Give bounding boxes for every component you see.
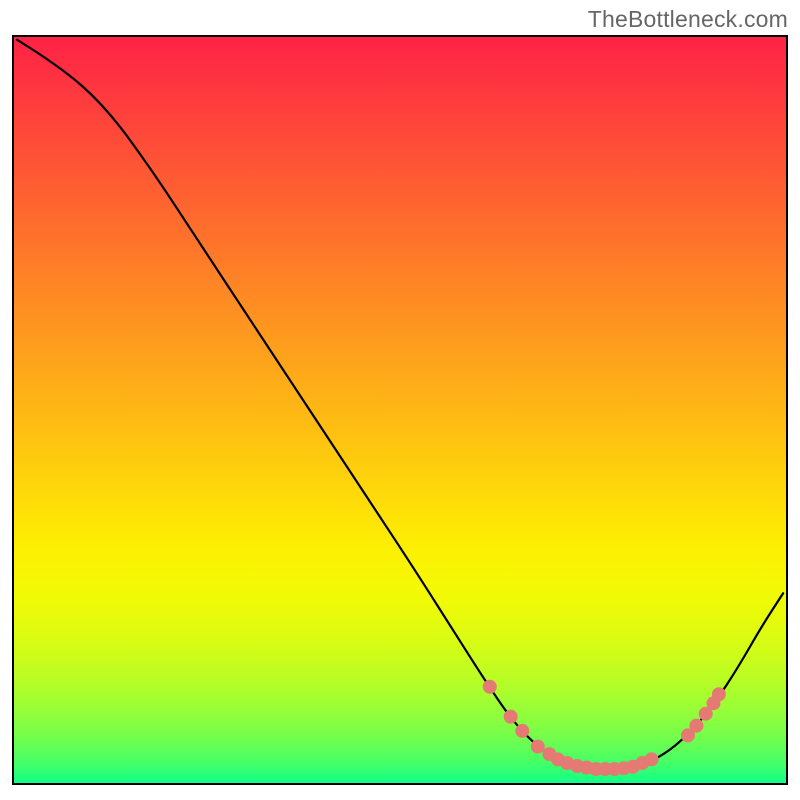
marker-dot [515,724,529,738]
plot-background [13,36,787,784]
marker-dot [689,719,703,733]
marker-dot [504,710,518,724]
plot-frame [13,36,787,784]
marker-dot [531,740,545,754]
marker-dot [712,687,726,701]
chart-stage: TheBottleneck.com [0,0,800,800]
plot-svg [0,0,800,800]
marker-dot [483,680,497,694]
marker-dot [645,752,659,766]
